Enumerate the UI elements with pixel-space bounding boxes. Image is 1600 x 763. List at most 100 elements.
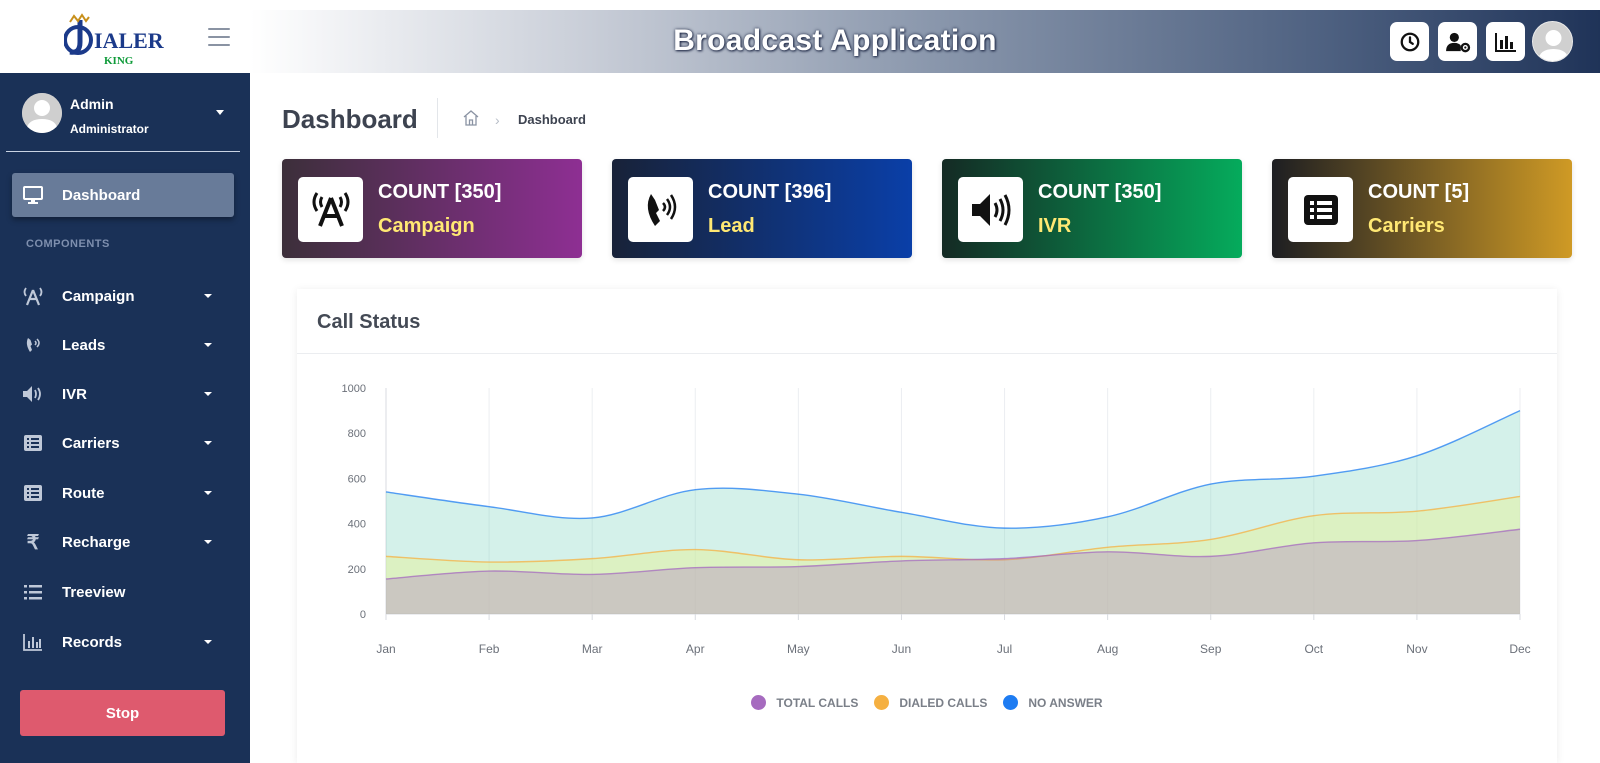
monitor-icon (22, 184, 44, 206)
avatar (22, 93, 62, 133)
sidebar-item-carriers[interactable]: Carriers (12, 423, 234, 463)
chevron-down-icon (204, 491, 212, 495)
legend-marker (874, 695, 890, 710)
x-tick-label: Nov (1406, 642, 1427, 656)
clock-button[interactable] (1390, 22, 1429, 61)
list-box-icon (22, 432, 44, 454)
x-tick-label: Jun (892, 642, 911, 656)
series-area (386, 496, 1520, 614)
y-tick-label: 400 (348, 519, 366, 531)
menu-toggle-icon[interactable] (208, 28, 230, 46)
user-settings-button[interactable] (1438, 22, 1477, 61)
chevron-down-icon (204, 540, 212, 544)
chevron-down-icon (204, 294, 212, 298)
sidebar-item-label: Records (62, 633, 123, 651)
brand-area: IALER KING (0, 0, 250, 73)
sidebar-item-campaign[interactable]: Campaign (12, 276, 234, 316)
legend-label: NO ANSWER (1028, 695, 1103, 710)
x-tick-label: Apr (686, 642, 705, 656)
count-card-lead[interactable]: COUNT [396] Lead (612, 159, 912, 258)
x-tick-label: Feb (479, 642, 500, 656)
series-line (385, 409, 1521, 529)
y-tick-label: 600 (348, 473, 366, 485)
avatar-icon (1533, 22, 1572, 61)
sidebar-item-dashboard[interactable]: Dashboard (12, 173, 234, 217)
x-tick-label: Sep (1200, 642, 1222, 656)
bar-chart-icon (1494, 32, 1516, 52)
chevron-down-icon (204, 392, 212, 396)
y-tick-label: 1000 (342, 383, 366, 395)
y-tick-label: 200 (348, 564, 366, 576)
count-card-ivr[interactable]: COUNT [350] IVR (942, 159, 1242, 258)
section-heading: COMPONENTS (26, 238, 110, 250)
panel-title: Call Status (317, 311, 421, 333)
legend-item[interactable]: DIALED CALLS (874, 695, 987, 710)
divider (437, 98, 438, 138)
sidebar-item-leads[interactable]: Leads (12, 325, 234, 365)
sidebar: Admin Administrator Dashboard COMPONENTS… (0, 73, 250, 763)
sidebar-item-route[interactable]: Route (12, 473, 234, 513)
sidebar-item-label: Dashboard (62, 186, 141, 204)
legend-marker (751, 695, 767, 710)
list-box-icon (22, 482, 44, 504)
legend-label: TOTAL CALLS (776, 695, 859, 710)
x-tick-label: Jul (997, 642, 1012, 656)
sidebar-item-records[interactable]: Records (12, 622, 234, 662)
app-title: Broadcast Application (673, 24, 997, 57)
sidebar-item-treeview[interactable]: Treeview (12, 572, 234, 612)
user-role: Administrator (70, 122, 149, 136)
chevron-down-icon (204, 640, 212, 644)
user-name: Admin (70, 96, 114, 112)
count-card-carriers[interactable]: COUNT [5] Carriers (1272, 159, 1572, 258)
stop-button[interactable]: Stop (20, 690, 225, 736)
svg-text:IALER: IALER (94, 28, 165, 53)
svg-text:KING: KING (104, 55, 134, 66)
dialer-king-logo[interactable]: IALER KING (64, 12, 174, 66)
chevron-down-icon (204, 343, 212, 347)
user-panel[interactable]: Admin Administrator (6, 73, 240, 152)
legend-item[interactable]: NO ANSWER (1003, 695, 1103, 710)
card-label: IVR (1038, 215, 1072, 237)
sidebar-item-label: Carriers (62, 434, 120, 452)
profile-avatar[interactable] (1532, 21, 1573, 62)
sidebar-item-label: Campaign (62, 287, 135, 305)
top-bar: IALER KING Broadcast Application (0, 0, 1600, 73)
speaker-icon (958, 177, 1023, 242)
count-card-campaign[interactable]: COUNT [350] Campaign (282, 159, 582, 258)
sidebar-item-ivr[interactable]: IVR (12, 374, 234, 414)
antenna-icon (22, 285, 44, 307)
sidebar-item-label: IVR (62, 385, 88, 403)
rupee-icon: ₹ (26, 531, 40, 554)
card-label: Campaign (378, 215, 475, 237)
x-tick-label: Jan (376, 642, 395, 656)
card-count: COUNT [350] (1038, 181, 1162, 203)
card-label: Lead (708, 215, 755, 237)
page-title: Dashboard (282, 104, 418, 134)
y-tick-label: 0 (360, 609, 366, 621)
speaker-icon (22, 383, 44, 405)
sidebar-item-recharge[interactable]: ₹ Recharge (12, 522, 234, 562)
phone-ring-icon (628, 177, 693, 242)
clock-icon (1400, 32, 1419, 51)
legend-marker (1003, 695, 1019, 710)
home-icon[interactable] (462, 109, 480, 127)
x-tick-label: Mar (582, 642, 603, 656)
sidebar-item-label: Route (62, 484, 105, 502)
chart-legend: TOTAL CALLS DIALED CALLS NO ANSWER (297, 695, 1557, 710)
sidebar-item-label: Leads (62, 336, 106, 354)
card-count: COUNT [396] (708, 181, 832, 203)
x-tick-label: Oct (1304, 642, 1323, 656)
user-cog-icon (1445, 32, 1470, 52)
list-box-icon (1288, 177, 1353, 242)
x-tick-label: Aug (1097, 642, 1118, 656)
list-icon (22, 581, 44, 603)
sidebar-item-label: Recharge (62, 533, 131, 551)
reports-button[interactable] (1486, 22, 1525, 61)
series-area (386, 529, 1520, 614)
x-tick-label: Dec (1509, 642, 1530, 656)
avatar-icon (22, 93, 62, 133)
legend-item[interactable]: TOTAL CALLS (751, 695, 858, 710)
antenna-icon (298, 177, 363, 242)
divider (297, 353, 1557, 354)
chevron-down-icon[interactable] (216, 110, 224, 115)
